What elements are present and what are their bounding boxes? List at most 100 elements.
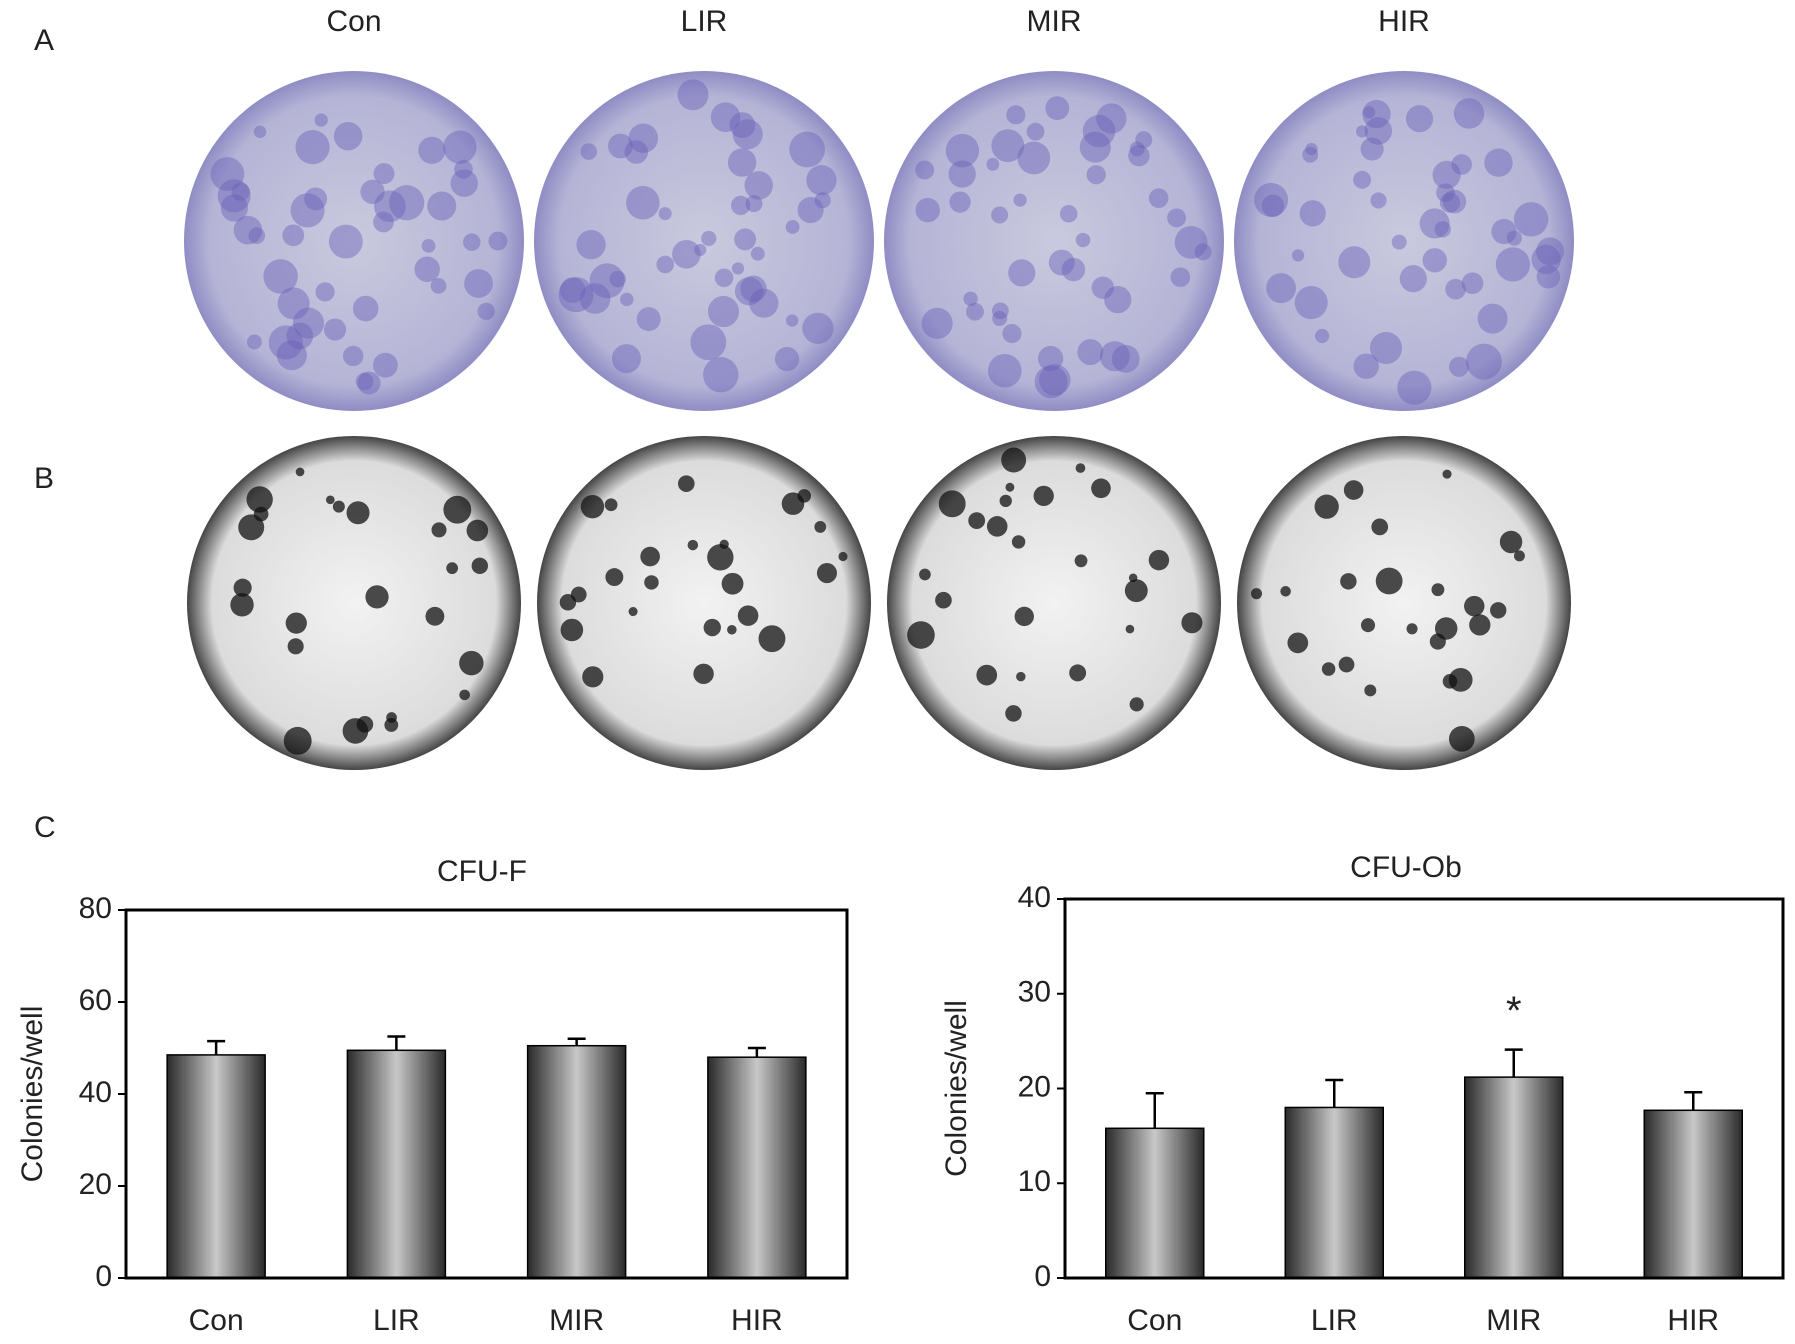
colony — [1299, 200, 1326, 227]
colony — [1531, 244, 1561, 275]
colony — [1434, 617, 1458, 640]
colony — [1148, 188, 1169, 208]
colony — [1280, 586, 1291, 597]
colony — [1086, 165, 1106, 185]
colony — [360, 179, 385, 204]
colony — [357, 371, 381, 395]
colony — [430, 278, 447, 294]
colony — [1469, 614, 1491, 636]
colony — [1356, 125, 1369, 138]
colony — [966, 302, 984, 321]
colony — [991, 129, 1025, 163]
colony — [963, 291, 978, 306]
colony — [1291, 249, 1305, 262]
dish-photo — [187, 436, 521, 770]
colony — [580, 494, 605, 519]
colony — [721, 572, 744, 595]
error-bar — [1504, 1048, 1523, 1078]
colony — [907, 621, 935, 649]
colony — [734, 277, 764, 306]
colony — [1513, 550, 1525, 562]
colony — [919, 568, 931, 581]
colony — [414, 256, 440, 282]
colony — [283, 726, 312, 755]
bar — [346, 1049, 447, 1279]
colony — [220, 194, 248, 222]
bar — [1643, 1109, 1743, 1279]
colony — [986, 516, 1008, 537]
colony — [287, 638, 304, 655]
colony — [731, 262, 745, 275]
y-tick-label: 40 — [79, 1076, 112, 1109]
colony — [373, 352, 398, 378]
bar — [707, 1056, 807, 1279]
colony — [727, 148, 757, 177]
column-label: HIR — [1378, 5, 1430, 38]
colony — [1079, 131, 1111, 163]
colony — [427, 191, 457, 221]
colony — [1075, 463, 1086, 473]
colony — [1453, 98, 1485, 129]
colony — [290, 193, 325, 228]
colony — [233, 578, 252, 597]
colony — [1495, 247, 1531, 282]
colony — [1513, 202, 1549, 237]
dish-photo — [534, 71, 874, 411]
colony — [1343, 480, 1364, 500]
colony — [1461, 272, 1484, 295]
colony — [1536, 265, 1561, 289]
colony — [466, 519, 489, 542]
colony — [806, 165, 837, 196]
error-bar — [207, 1039, 226, 1055]
y-axis-label: Colonies/well — [16, 1006, 49, 1183]
y-tick-label: 20 — [1018, 1070, 1051, 1103]
colony — [797, 489, 812, 503]
colony — [1038, 345, 1064, 372]
colony — [295, 467, 305, 477]
colony — [814, 521, 827, 533]
colony — [608, 133, 633, 159]
colony — [1059, 204, 1078, 223]
colony — [1321, 662, 1336, 676]
colony — [1082, 114, 1116, 148]
colony — [1419, 208, 1450, 239]
colony — [785, 220, 800, 234]
colony — [1033, 485, 1054, 507]
colony — [1353, 353, 1379, 379]
error-bar — [747, 1046, 766, 1058]
x-tick-label: Con — [1127, 1304, 1182, 1337]
colony — [304, 187, 328, 211]
colony — [628, 123, 659, 154]
colony — [656, 255, 675, 274]
colony — [1013, 193, 1027, 207]
colony — [328, 224, 363, 259]
colony — [1194, 243, 1212, 261]
colony — [332, 500, 345, 513]
y-axis-label: Colonies/well — [940, 1000, 973, 1177]
colony — [1254, 182, 1289, 217]
colony — [605, 568, 624, 587]
colony — [560, 618, 584, 642]
panel-label: B — [34, 462, 54, 495]
colony — [325, 495, 335, 505]
colony — [443, 130, 477, 164]
colony — [816, 563, 837, 584]
colony — [693, 663, 714, 685]
colony — [373, 211, 394, 233]
colony — [1431, 583, 1445, 597]
colony — [558, 277, 594, 313]
colony — [1371, 518, 1389, 536]
colony — [991, 302, 1009, 320]
colony — [1338, 656, 1355, 673]
colony — [384, 718, 399, 732]
colony — [604, 498, 618, 512]
colony — [1129, 697, 1144, 712]
colony — [1314, 494, 1339, 519]
colony — [640, 546, 660, 567]
colony — [323, 318, 347, 341]
colony — [1439, 192, 1461, 213]
colony — [425, 606, 445, 626]
colony — [1048, 249, 1075, 276]
colony — [987, 353, 1022, 388]
chart-title: CFU-F — [437, 855, 527, 888]
